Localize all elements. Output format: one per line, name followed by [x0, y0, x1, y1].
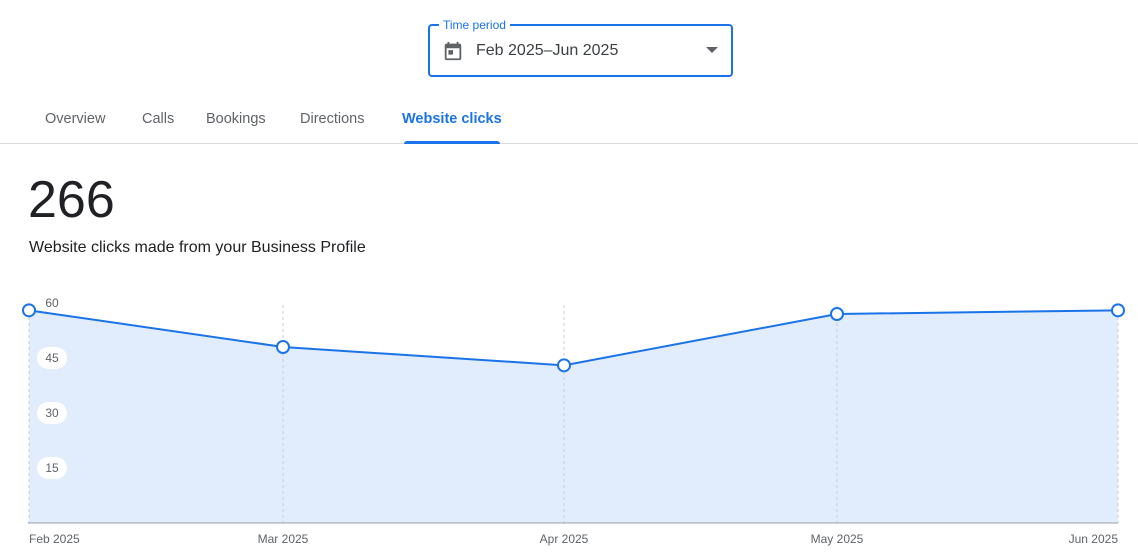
y-tick-label-3: 60 — [45, 296, 59, 310]
x-tick-label-2: Apr 2025 — [540, 532, 589, 546]
calendar-icon — [444, 41, 462, 61]
tab-overview[interactable]: Overview — [45, 111, 106, 127]
x-tick-label-0: Feb 2025 — [29, 532, 80, 546]
time-period-value: Feb 2025–Jun 2025 — [476, 42, 619, 59]
data-point-3 — [830, 307, 844, 321]
y-tick-label-1: 30 — [45, 406, 59, 420]
data-point-2 — [557, 358, 571, 373]
x-tick-label-3: May 2025 — [811, 532, 864, 546]
y-tick-label-0: 15 — [45, 461, 59, 475]
data-point-1 — [276, 340, 290, 354]
dropdown-arrow-icon — [706, 47, 718, 53]
y-tick-label-2: 45 — [45, 351, 59, 365]
metric-total: 266 — [28, 171, 115, 229]
time-period-select[interactable]: Time period Feb 2025–Jun 2025 — [428, 17, 733, 77]
tab-directions[interactable]: Directions — [300, 111, 365, 127]
tab-website-clicks[interactable]: Website clicks — [402, 96, 502, 144]
website-clicks-chart: 15 30 45 60 Feb 2025 Mar 2025 Apr 2025 May 2025… — [0, 280, 1138, 552]
y-tick-bg-2 — [37, 347, 67, 369]
chart-area-fill — [29, 310, 1118, 523]
y-tick-bg-0 — [37, 457, 67, 479]
chart-svg: 15 30 45 60 Feb 2025 Mar 2025 Apr 2025 May 2025… — [22, 296, 1125, 546]
data-point-0 — [22, 303, 36, 318]
data-point-4 — [1111, 303, 1125, 318]
metric-description: Website clicks made from your Business P… — [29, 239, 366, 256]
time-period-label: Time period — [439, 17, 510, 33]
x-tick-label-1: Mar 2025 — [258, 532, 309, 546]
y-tick-bg-1 — [37, 402, 67, 424]
metric-tabs: Overview Calls Bookings Directions Websi… — [0, 96, 1138, 144]
x-tick-label-4: Jun 2025 — [1069, 532, 1119, 546]
tab-calls[interactable]: Calls — [142, 111, 175, 127]
tab-bookings[interactable]: Bookings — [206, 111, 266, 127]
